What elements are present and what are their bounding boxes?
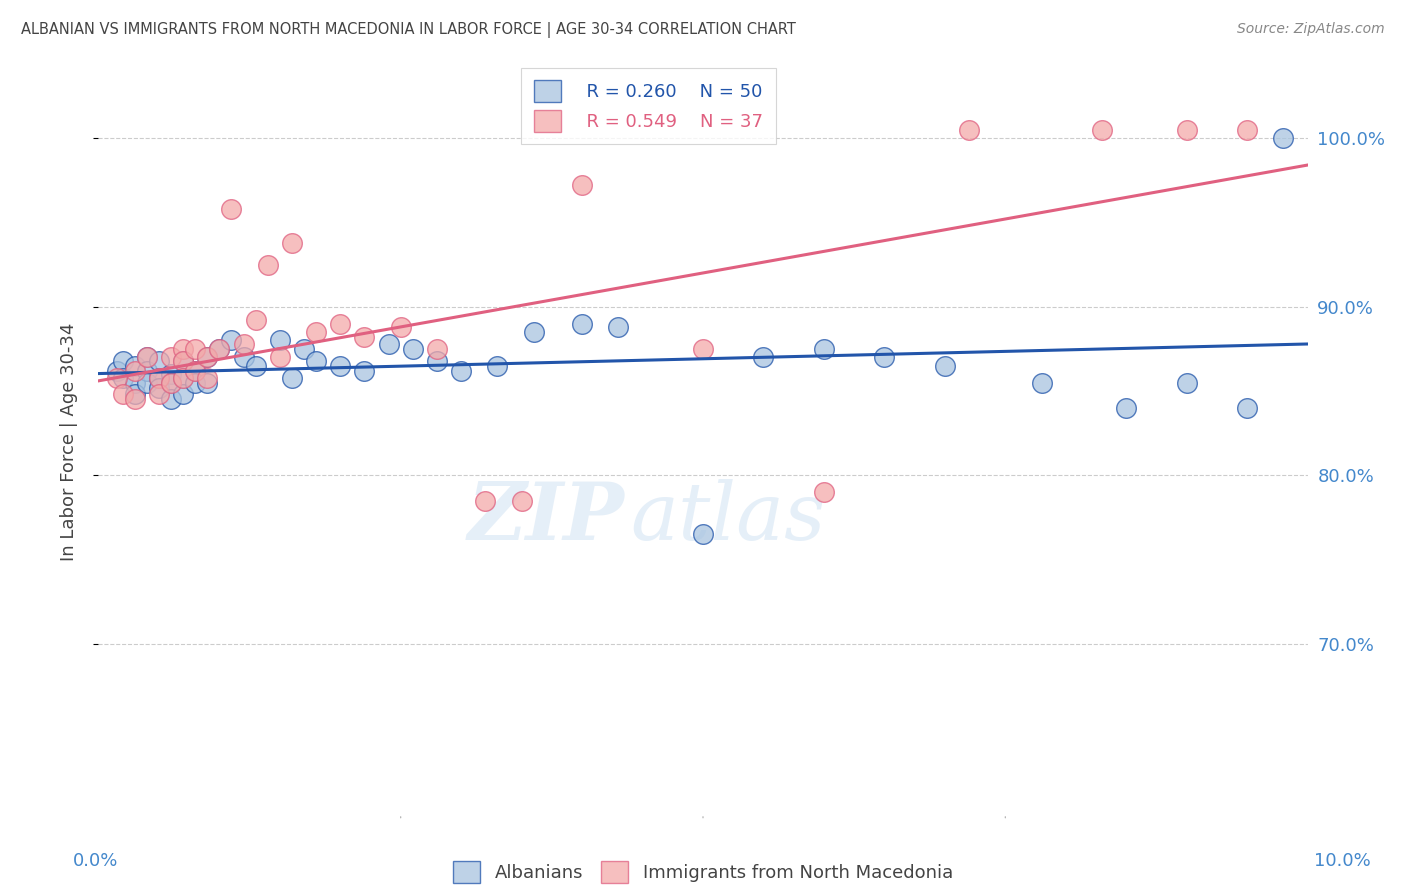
Point	[160, 351, 183, 365]
Point	[105, 370, 128, 384]
Point	[124, 392, 146, 407]
Point	[607, 320, 630, 334]
Point	[124, 364, 146, 378]
Point	[353, 364, 375, 378]
Point	[184, 364, 207, 378]
Point	[208, 342, 231, 356]
Point	[329, 317, 352, 331]
Point	[172, 370, 194, 384]
Point	[934, 359, 956, 373]
Point	[160, 376, 183, 390]
Point	[245, 313, 267, 327]
Point	[426, 342, 449, 356]
Point	[269, 351, 291, 365]
Point	[957, 123, 980, 137]
Point	[426, 353, 449, 368]
Point	[389, 320, 412, 334]
Point	[221, 334, 243, 348]
Point	[450, 364, 472, 378]
Point	[329, 359, 352, 373]
Point	[105, 364, 128, 378]
Point	[1236, 123, 1258, 137]
Point	[1236, 401, 1258, 415]
Point	[172, 342, 194, 356]
Point	[184, 364, 207, 378]
Point	[135, 364, 157, 378]
Point	[269, 334, 291, 348]
Point	[232, 336, 254, 351]
Point	[1115, 401, 1137, 415]
Point	[111, 387, 134, 401]
Point	[195, 370, 218, 384]
Point	[232, 351, 254, 365]
Point	[692, 342, 714, 356]
Point	[256, 258, 278, 272]
Point	[135, 351, 157, 365]
Text: 0.0%: 0.0%	[73, 852, 118, 870]
Point	[353, 330, 375, 344]
Point	[160, 392, 183, 407]
Point	[195, 351, 218, 365]
Point	[813, 342, 835, 356]
Point	[1272, 131, 1295, 145]
Point	[221, 202, 243, 216]
Y-axis label: In Labor Force | Age 30-34: In Labor Force | Age 30-34	[59, 322, 77, 561]
Point	[172, 353, 194, 368]
Point	[474, 493, 496, 508]
Point	[571, 317, 593, 331]
Text: ZIP: ZIP	[468, 479, 624, 556]
Point	[292, 342, 315, 356]
Point	[111, 370, 134, 384]
Point	[377, 336, 399, 351]
Text: 10.0%: 10.0%	[1315, 852, 1371, 870]
Point	[135, 351, 157, 365]
Point	[813, 485, 835, 500]
Point	[305, 353, 328, 368]
Point	[148, 353, 170, 368]
Point	[208, 342, 231, 356]
Point	[195, 351, 218, 365]
Point	[148, 387, 170, 401]
Point	[124, 359, 146, 373]
Point	[124, 376, 146, 390]
Point	[281, 235, 304, 250]
Point	[184, 376, 207, 390]
Legend: Albanians, Immigrants from North Macedonia: Albanians, Immigrants from North Macedon…	[444, 852, 962, 892]
Point	[148, 381, 170, 395]
Text: ALBANIAN VS IMMIGRANTS FROM NORTH MACEDONIA IN LABOR FORCE | AGE 30-34 CORRELATI: ALBANIAN VS IMMIGRANTS FROM NORTH MACEDO…	[21, 22, 796, 38]
Point	[184, 342, 207, 356]
Point	[305, 325, 328, 339]
Point	[1031, 376, 1053, 390]
Point	[1175, 376, 1198, 390]
Legend:   R = 0.260    N = 50,   R = 0.549    N = 37: R = 0.260 N = 50, R = 0.549 N = 37	[522, 68, 776, 145]
Point	[1175, 123, 1198, 137]
Point	[111, 353, 134, 368]
Point	[172, 387, 194, 401]
Point	[873, 351, 896, 365]
Point	[245, 359, 267, 373]
Point	[752, 351, 775, 365]
Text: Source: ZipAtlas.com: Source: ZipAtlas.com	[1237, 22, 1385, 37]
Point	[160, 367, 183, 381]
Point	[402, 342, 425, 356]
Point	[148, 370, 170, 384]
Point	[510, 493, 533, 508]
Point	[124, 387, 146, 401]
Point	[692, 527, 714, 541]
Point	[486, 359, 509, 373]
Point	[172, 370, 194, 384]
Text: atlas: atlas	[630, 479, 825, 556]
Point	[172, 353, 194, 368]
Point	[281, 370, 304, 384]
Point	[148, 370, 170, 384]
Point	[195, 376, 218, 390]
Point	[160, 376, 183, 390]
Point	[1091, 123, 1114, 137]
Point	[523, 325, 546, 339]
Point	[135, 376, 157, 390]
Point	[571, 178, 593, 193]
